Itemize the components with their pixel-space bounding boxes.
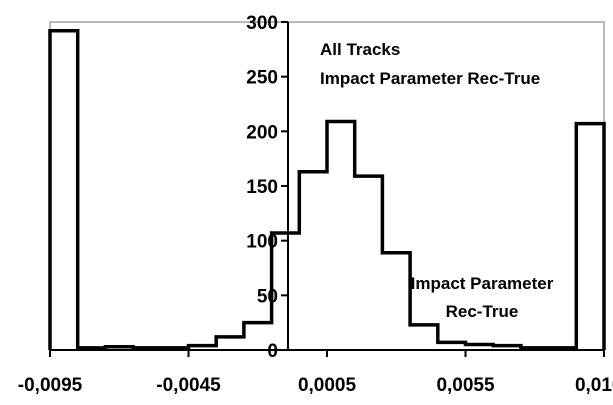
bar-7: [243, 322, 272, 350]
y-tick-label: 50: [257, 286, 278, 307]
y-tick-label: 300: [246, 13, 278, 34]
y-tick-label: 100: [246, 232, 278, 253]
histogram-outline: [48, 28, 606, 350]
bar-5: [188, 345, 217, 350]
x-tick-label: -0,0095: [18, 375, 83, 396]
y-tick-label: 0: [267, 341, 278, 362]
x-tick-label: 0,0055: [436, 375, 495, 396]
annotation-impact-parameter-title: Impact Parameter Rec-True: [320, 69, 540, 88]
x-tick-label: 0,0005: [298, 375, 357, 396]
bar-6: [216, 336, 244, 350]
bar-19: [576, 123, 604, 351]
bar-15: [465, 344, 494, 350]
bar-9: [299, 171, 327, 350]
bar-13: [410, 324, 438, 350]
bar-14: [437, 342, 466, 350]
bars-layer: [50, 30, 604, 351]
bar-8: [271, 233, 300, 350]
annotation-rec-true: Rec-True: [446, 302, 519, 321]
y-tick-label: 150: [246, 177, 278, 198]
y-axis-ticks: 0 50 100 150 200 250 300: [246, 13, 288, 362]
annotation-impact-parameter: Impact Parameter: [411, 274, 554, 293]
bar-0: [50, 30, 78, 350]
x-axis-ticks: -0,0095 -0,0045 0,0005 0,0055 0,0105: [18, 350, 613, 396]
bar-10: [327, 121, 355, 350]
bar-12: [382, 252, 411, 350]
x-tick-label: 0,0105: [575, 375, 613, 396]
bar-16: [493, 345, 521, 350]
bar-11: [354, 176, 383, 350]
x-tick-label: -0,0045: [156, 375, 221, 396]
annotation-all-tracks: All Tracks: [320, 40, 400, 59]
y-tick-label: 250: [246, 68, 278, 89]
y-tick-label: 200: [246, 122, 278, 143]
